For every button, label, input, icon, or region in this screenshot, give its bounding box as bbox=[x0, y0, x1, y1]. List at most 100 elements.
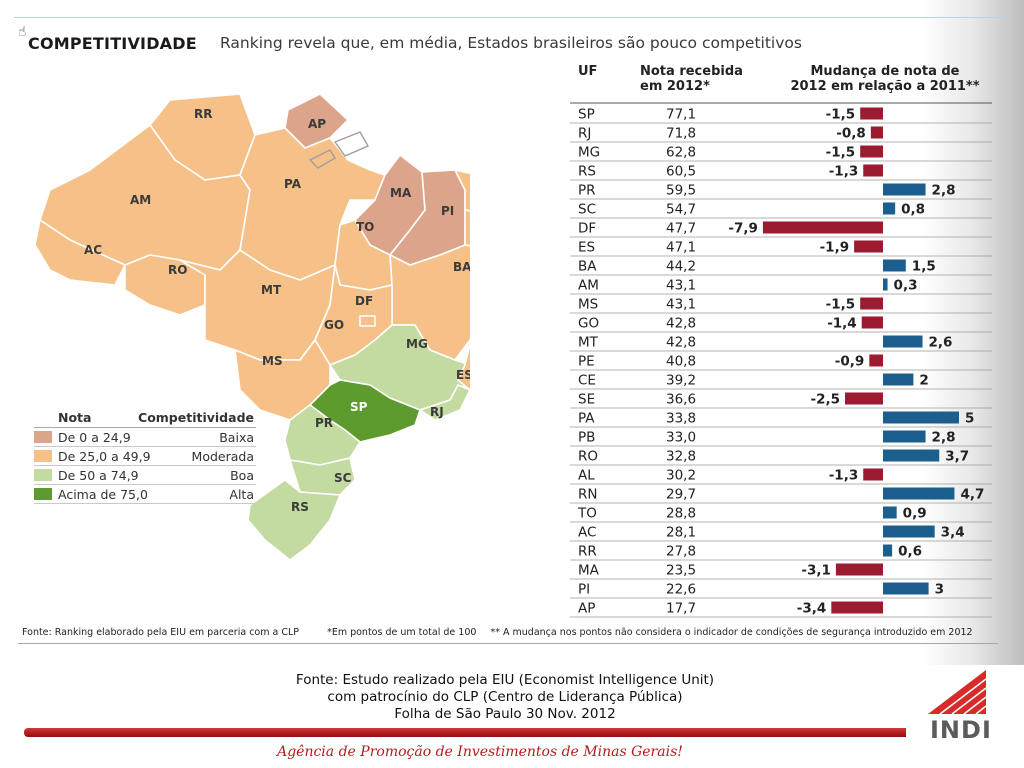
state-pr bbox=[284, 404, 361, 466]
uf-label: RN bbox=[578, 487, 597, 503]
change-label: 0,9 bbox=[903, 506, 927, 522]
uf-label: PR bbox=[578, 183, 596, 199]
change-label: 5 bbox=[965, 411, 974, 427]
legend-swatch bbox=[34, 488, 52, 500]
header-nota-line1: Nota recebida bbox=[640, 64, 743, 79]
legend-row: De 25,0 a 49,9 Moderada bbox=[34, 447, 256, 466]
uf-label: AL bbox=[578, 468, 595, 484]
change-label: 0,3 bbox=[894, 278, 918, 294]
change-label: 0,8 bbox=[901, 202, 925, 218]
state-label-ma: MA bbox=[390, 186, 412, 200]
legend-header: Nota Competitividade bbox=[34, 410, 256, 428]
legend-range: De 25,0 a 49,9 bbox=[58, 448, 151, 464]
change-label: 4,7 bbox=[960, 487, 984, 503]
state-label-ms: MS bbox=[262, 354, 283, 368]
state-label-sp: SP bbox=[350, 400, 368, 414]
uf-label: RS bbox=[578, 164, 596, 180]
change-bar bbox=[883, 259, 906, 272]
nota-value: 28,8 bbox=[666, 506, 696, 522]
infographic-subtitle: Ranking revela que, em média, Estados br… bbox=[220, 34, 802, 52]
change-label: -1,3 bbox=[829, 164, 859, 180]
uf-label: AP bbox=[578, 601, 595, 617]
nota-value: 33,0 bbox=[666, 430, 696, 446]
legend-swatch bbox=[34, 469, 52, 481]
uf-label: MA bbox=[578, 563, 600, 579]
change-label: -0,8 bbox=[836, 126, 866, 142]
legend-level: Moderada bbox=[191, 448, 254, 464]
change-label: 3,7 bbox=[945, 449, 969, 465]
change-bar bbox=[883, 449, 940, 462]
change-label: 2,6 bbox=[929, 335, 953, 351]
state-label-rr: RR bbox=[194, 107, 212, 121]
source-line-3: Folha de São Paulo 30 Nov. 2012 bbox=[394, 706, 616, 722]
change-bar bbox=[845, 392, 883, 405]
uf-label: SC bbox=[578, 202, 596, 218]
change-label: 2,8 bbox=[932, 183, 956, 199]
island-outline bbox=[333, 131, 369, 157]
change-label: -1,5 bbox=[826, 297, 856, 313]
legend-row: Acima de 75,0 Alta bbox=[34, 485, 256, 504]
brazil-map: RR AP AM PA MA PI CE RN PB PE AL SE AC R… bbox=[34, 93, 470, 561]
state-label-mg: MG bbox=[406, 337, 428, 351]
change-bar bbox=[860, 107, 883, 120]
uf-label: ES bbox=[578, 240, 595, 256]
nota-value: 42,8 bbox=[666, 335, 696, 351]
change-bar bbox=[883, 487, 955, 500]
uf-label: MG bbox=[578, 145, 600, 161]
legend-row: De 50 a 74,9 Boa bbox=[34, 466, 256, 485]
state-rj bbox=[419, 384, 470, 421]
state-label-ac: AC bbox=[84, 243, 102, 257]
island-outline bbox=[308, 149, 336, 169]
state-label-ro: RO bbox=[168, 263, 187, 277]
state-pe bbox=[464, 209, 470, 247]
change-bar bbox=[883, 544, 893, 557]
state-label-mt: MT bbox=[261, 283, 282, 297]
indi-logo-icon bbox=[928, 670, 987, 715]
footnote-fonte: Fonte: Ranking elaborado pela EIU em par… bbox=[22, 627, 299, 638]
change-label: 2,8 bbox=[932, 430, 956, 446]
nota-value: 43,1 bbox=[666, 297, 696, 313]
change-label: 2 bbox=[919, 373, 928, 389]
indi-logo-text: INDI bbox=[930, 716, 992, 744]
change-label: -1,3 bbox=[829, 468, 859, 484]
legend-level: Baixa bbox=[219, 429, 254, 445]
legend-range: Acima de 75,0 bbox=[58, 486, 148, 502]
nota-value: 17,7 bbox=[666, 601, 696, 617]
nota-value: 43,1 bbox=[666, 278, 696, 294]
nota-value: 71,8 bbox=[666, 126, 696, 142]
source-line-2: com patrocínio do CLP (Centro de Lideran… bbox=[327, 689, 683, 705]
change-bar bbox=[883, 373, 914, 386]
change-label: 3,4 bbox=[941, 525, 965, 541]
state-label-pa: PA bbox=[284, 177, 302, 191]
uf-label: SE bbox=[578, 392, 595, 408]
nota-value: 60,5 bbox=[666, 164, 696, 180]
nota-value: 28,1 bbox=[666, 525, 696, 541]
state-df bbox=[359, 315, 376, 327]
uf-label: AC bbox=[578, 525, 596, 541]
change-bar bbox=[883, 582, 929, 595]
state-label-es: ES bbox=[456, 368, 470, 382]
infographic-title: COMPETITIVIDADE bbox=[28, 34, 197, 53]
ranking-chart: SP 77,1 -1,5 RJ 71,8 -0,8 MG 62,8 -1,5 RS 60,5 -1,3… bbox=[570, 102, 992, 618]
state-label-pr: PR bbox=[315, 416, 333, 430]
change-bar bbox=[883, 335, 923, 348]
nota-value: 44,2 bbox=[666, 259, 696, 275]
nota-value: 32,8 bbox=[666, 449, 696, 465]
uf-label: RJ bbox=[578, 126, 591, 142]
header-uf: UF bbox=[578, 64, 598, 79]
legend-range: De 50 a 74,9 bbox=[58, 467, 139, 483]
change-label: -3,1 bbox=[801, 563, 831, 579]
nota-value: 22,6 bbox=[666, 582, 696, 598]
change-bar bbox=[861, 316, 883, 329]
nota-value: 36,6 bbox=[666, 392, 696, 408]
legend-head-nota: Nota bbox=[58, 410, 92, 425]
uf-label: PA bbox=[578, 411, 595, 427]
nota-value: 30,2 bbox=[666, 468, 696, 484]
change-label: 3 bbox=[935, 582, 944, 598]
header-nota-line2: em 2012* bbox=[640, 79, 710, 94]
change-bar bbox=[883, 430, 926, 443]
legend-level: Boa bbox=[230, 467, 254, 483]
change-bar bbox=[870, 126, 883, 139]
change-label: -2,5 bbox=[810, 392, 840, 408]
change-bar bbox=[883, 506, 897, 519]
